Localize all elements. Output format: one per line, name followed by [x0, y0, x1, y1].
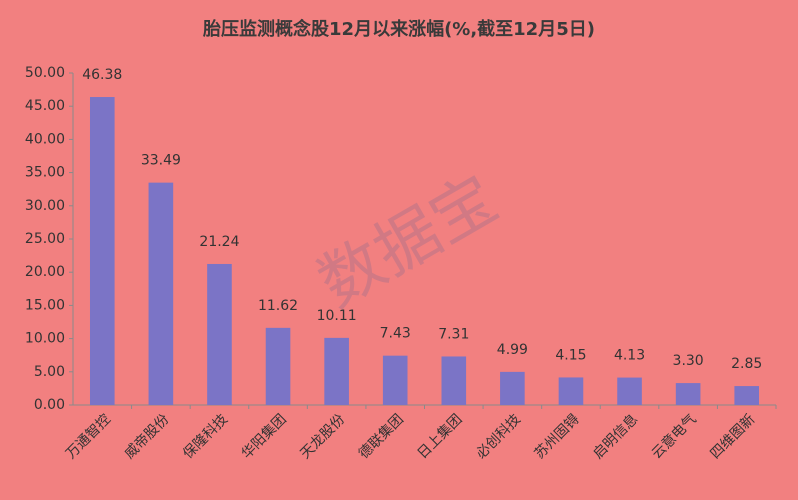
- bar: [382, 355, 408, 405]
- y-tick-label: 25.00: [25, 231, 65, 247]
- value-label: 7.43: [380, 326, 411, 342]
- bar: [324, 337, 349, 405]
- value-label: 4.15: [555, 347, 586, 363]
- bar: [500, 371, 525, 405]
- value-label: 33.49: [141, 153, 181, 169]
- y-tick-label: 10.00: [25, 331, 65, 347]
- bar: [675, 383, 701, 405]
- value-label: 4.99: [497, 342, 528, 358]
- y-tick-label: 30.00: [25, 198, 65, 214]
- value-label: 21.24: [199, 234, 239, 250]
- chart-title: 胎压监测概念股12月以来涨幅(%,截至12月5日): [203, 18, 595, 40]
- value-label: 4.13: [614, 348, 645, 364]
- y-tick-label: 5.00: [34, 364, 65, 380]
- y-tick-label: 20.00: [25, 264, 65, 280]
- y-tick-label: 35.00: [25, 165, 65, 181]
- value-label: 11.62: [258, 298, 298, 314]
- value-label: 7.31: [438, 326, 469, 342]
- y-tick-label: 45.00: [25, 98, 65, 114]
- value-label: 10.11: [317, 308, 357, 324]
- bar: [148, 182, 174, 405]
- bar: [207, 263, 232, 405]
- y-tick-label: 40.00: [25, 131, 65, 147]
- value-label: 2.85: [731, 356, 762, 372]
- y-tick-label: 0.00: [34, 397, 65, 413]
- y-tick-label: 15.00: [25, 297, 65, 313]
- bar: [89, 97, 115, 405]
- bar: [265, 327, 291, 405]
- value-label: 46.38: [82, 67, 122, 83]
- bar: [558, 377, 584, 405]
- bar: [441, 356, 467, 405]
- value-label: 3.30: [673, 353, 704, 369]
- y-tick-label: 50.00: [25, 65, 65, 81]
- bar: [734, 386, 760, 405]
- bar: [617, 377, 642, 405]
